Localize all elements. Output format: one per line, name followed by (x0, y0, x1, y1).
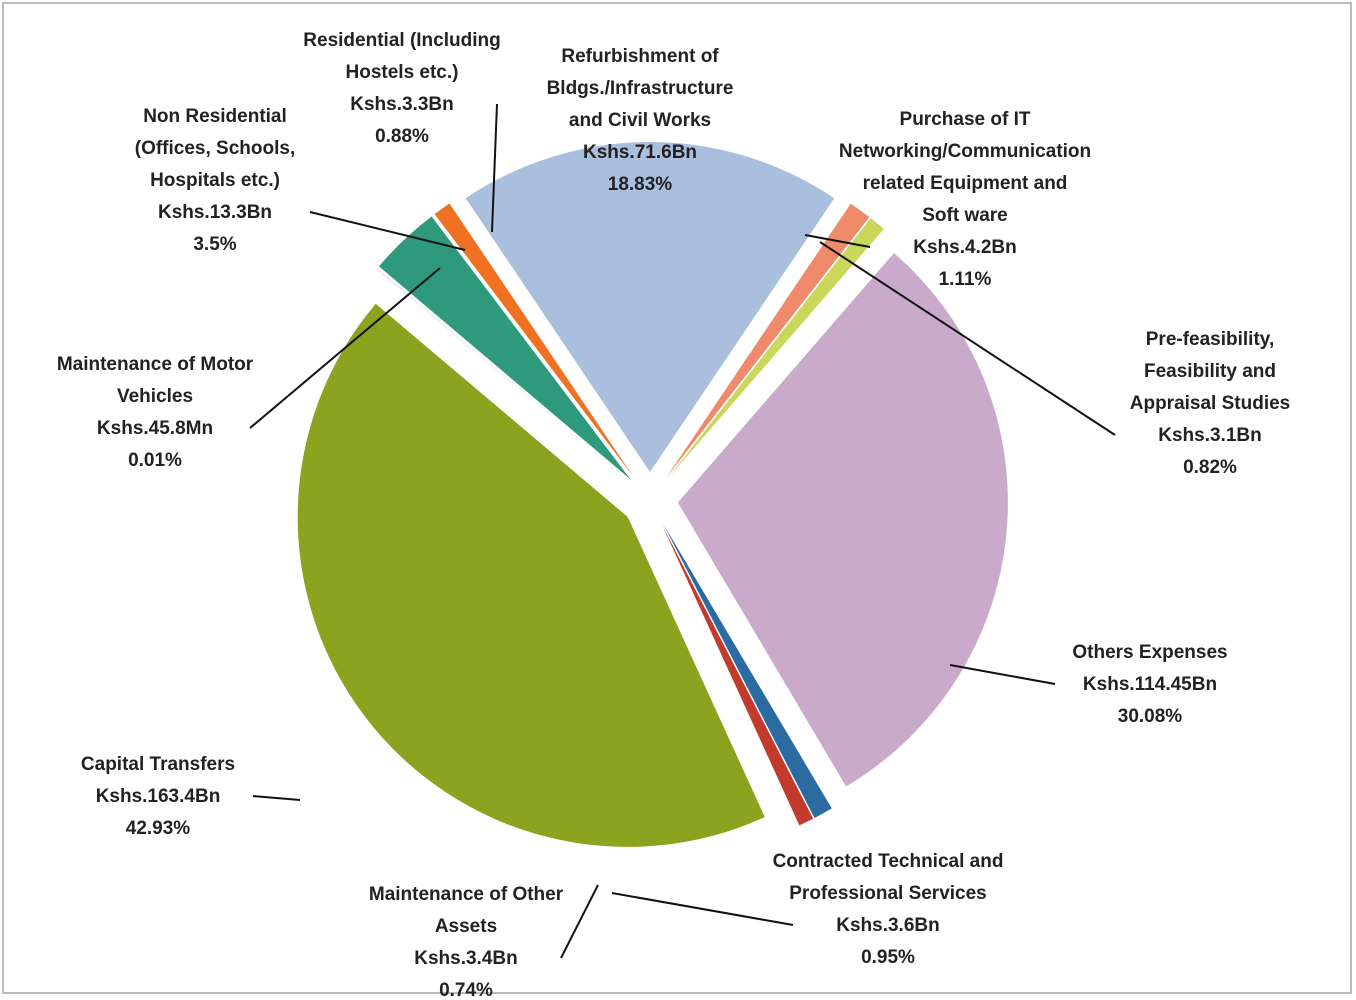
pie-slice (465, 141, 835, 472)
amount-label: Kshs.71.6Bn (583, 142, 697, 163)
pie-slice (662, 525, 814, 826)
amount-label: Kshs.45.8Mn (97, 418, 213, 439)
pie-slice (378, 216, 631, 480)
data-label: Others Expenses Kshs.114.45Bn 30.08% (949, 642, 1228, 727)
value-label: 0.74% (439, 980, 493, 1000)
pie-slice (667, 218, 884, 479)
value-label: 0.82% (1183, 457, 1237, 478)
category-label: Maintenance of Motor Vehicles (57, 354, 254, 407)
amount-label: Kshs.163.4Bn (96, 786, 221, 807)
category-label: Purchase of IT Networking/Communication re… (839, 109, 1091, 226)
value-label: 0.95% (861, 947, 915, 968)
leader-line (611, 892, 794, 926)
data-label: Refurbishment of Bldgs./Infrastructure and… (547, 46, 734, 195)
category-label: Non Residential (Offices, Schools, Hospita… (135, 106, 295, 191)
pie-slice (677, 253, 1008, 787)
leader-line (560, 884, 599, 959)
leader-line (949, 664, 1056, 685)
category-label: Pre-feasibility, Feasibility and Appraisal… (1130, 329, 1291, 414)
leader-line (309, 211, 466, 251)
pie-slice (663, 524, 832, 818)
leader-line (804, 234, 871, 248)
value-label: 42.93% (126, 818, 191, 839)
value-label: 18.83% (608, 174, 673, 195)
value-label: 0.01% (128, 450, 182, 471)
category-label: Contracted Technical and Professional Ser… (773, 851, 1004, 904)
value-label: 30.08% (1118, 706, 1183, 727)
data-label: Contracted Technical and Professional Ser… (611, 851, 1004, 968)
category-label: Others Expenses (1072, 642, 1227, 663)
data-label: Maintenance of Motor Vehicles Kshs.45.8Mn 0… (57, 267, 441, 471)
data-label: Non Residential (Offices, Schools, Hospita… (135, 106, 466, 255)
amount-label: Kshs.3.1Bn (1158, 425, 1261, 446)
pie-slice (434, 203, 634, 478)
data-label: Pre-feasibility, Feasibility and Appraisal… (819, 241, 1291, 478)
data-label: Capital Transfers Kshs.163.4Bn 42.93% (81, 754, 301, 839)
category-label: Residential (Including Hostels etc.) (303, 30, 500, 83)
value-label: 1.11% (939, 269, 992, 290)
leader-line (249, 267, 441, 429)
amount-label: Kshs.3.4Bn (414, 948, 517, 969)
leader-line (252, 795, 301, 801)
amount-label: Kshs.13.3Bn (158, 202, 272, 223)
category-label: Maintenance of Other Assets (369, 884, 564, 937)
category-label: Capital Transfers (81, 754, 235, 775)
category-label: Refurbishment of Bldgs./Infrastructure and… (547, 46, 734, 131)
leader-line (491, 103, 498, 233)
amount-label: Kshs.3.3Bn (350, 94, 453, 115)
value-label: 0.88% (375, 126, 429, 147)
pie-slice (297, 303, 765, 847)
data-label: Maintenance of Other Assets Kshs.3.4Bn 0.74… (369, 884, 599, 1000)
data-label: Residential (Including Hostels etc.) Kshs.… (303, 30, 501, 233)
pie-slice (376, 268, 629, 482)
leader-line (819, 241, 1116, 436)
value-label: 3.5% (193, 234, 236, 255)
data-label: Purchase of IT Networking/Communication re… (804, 109, 1091, 290)
amount-label: Kshs.3.6Bn (836, 915, 939, 936)
amount-label: Kshs.4.2Bn (913, 237, 1016, 258)
amount-label: Kshs.114.45Bn (1083, 674, 1217, 695)
pie-slice (666, 203, 870, 478)
